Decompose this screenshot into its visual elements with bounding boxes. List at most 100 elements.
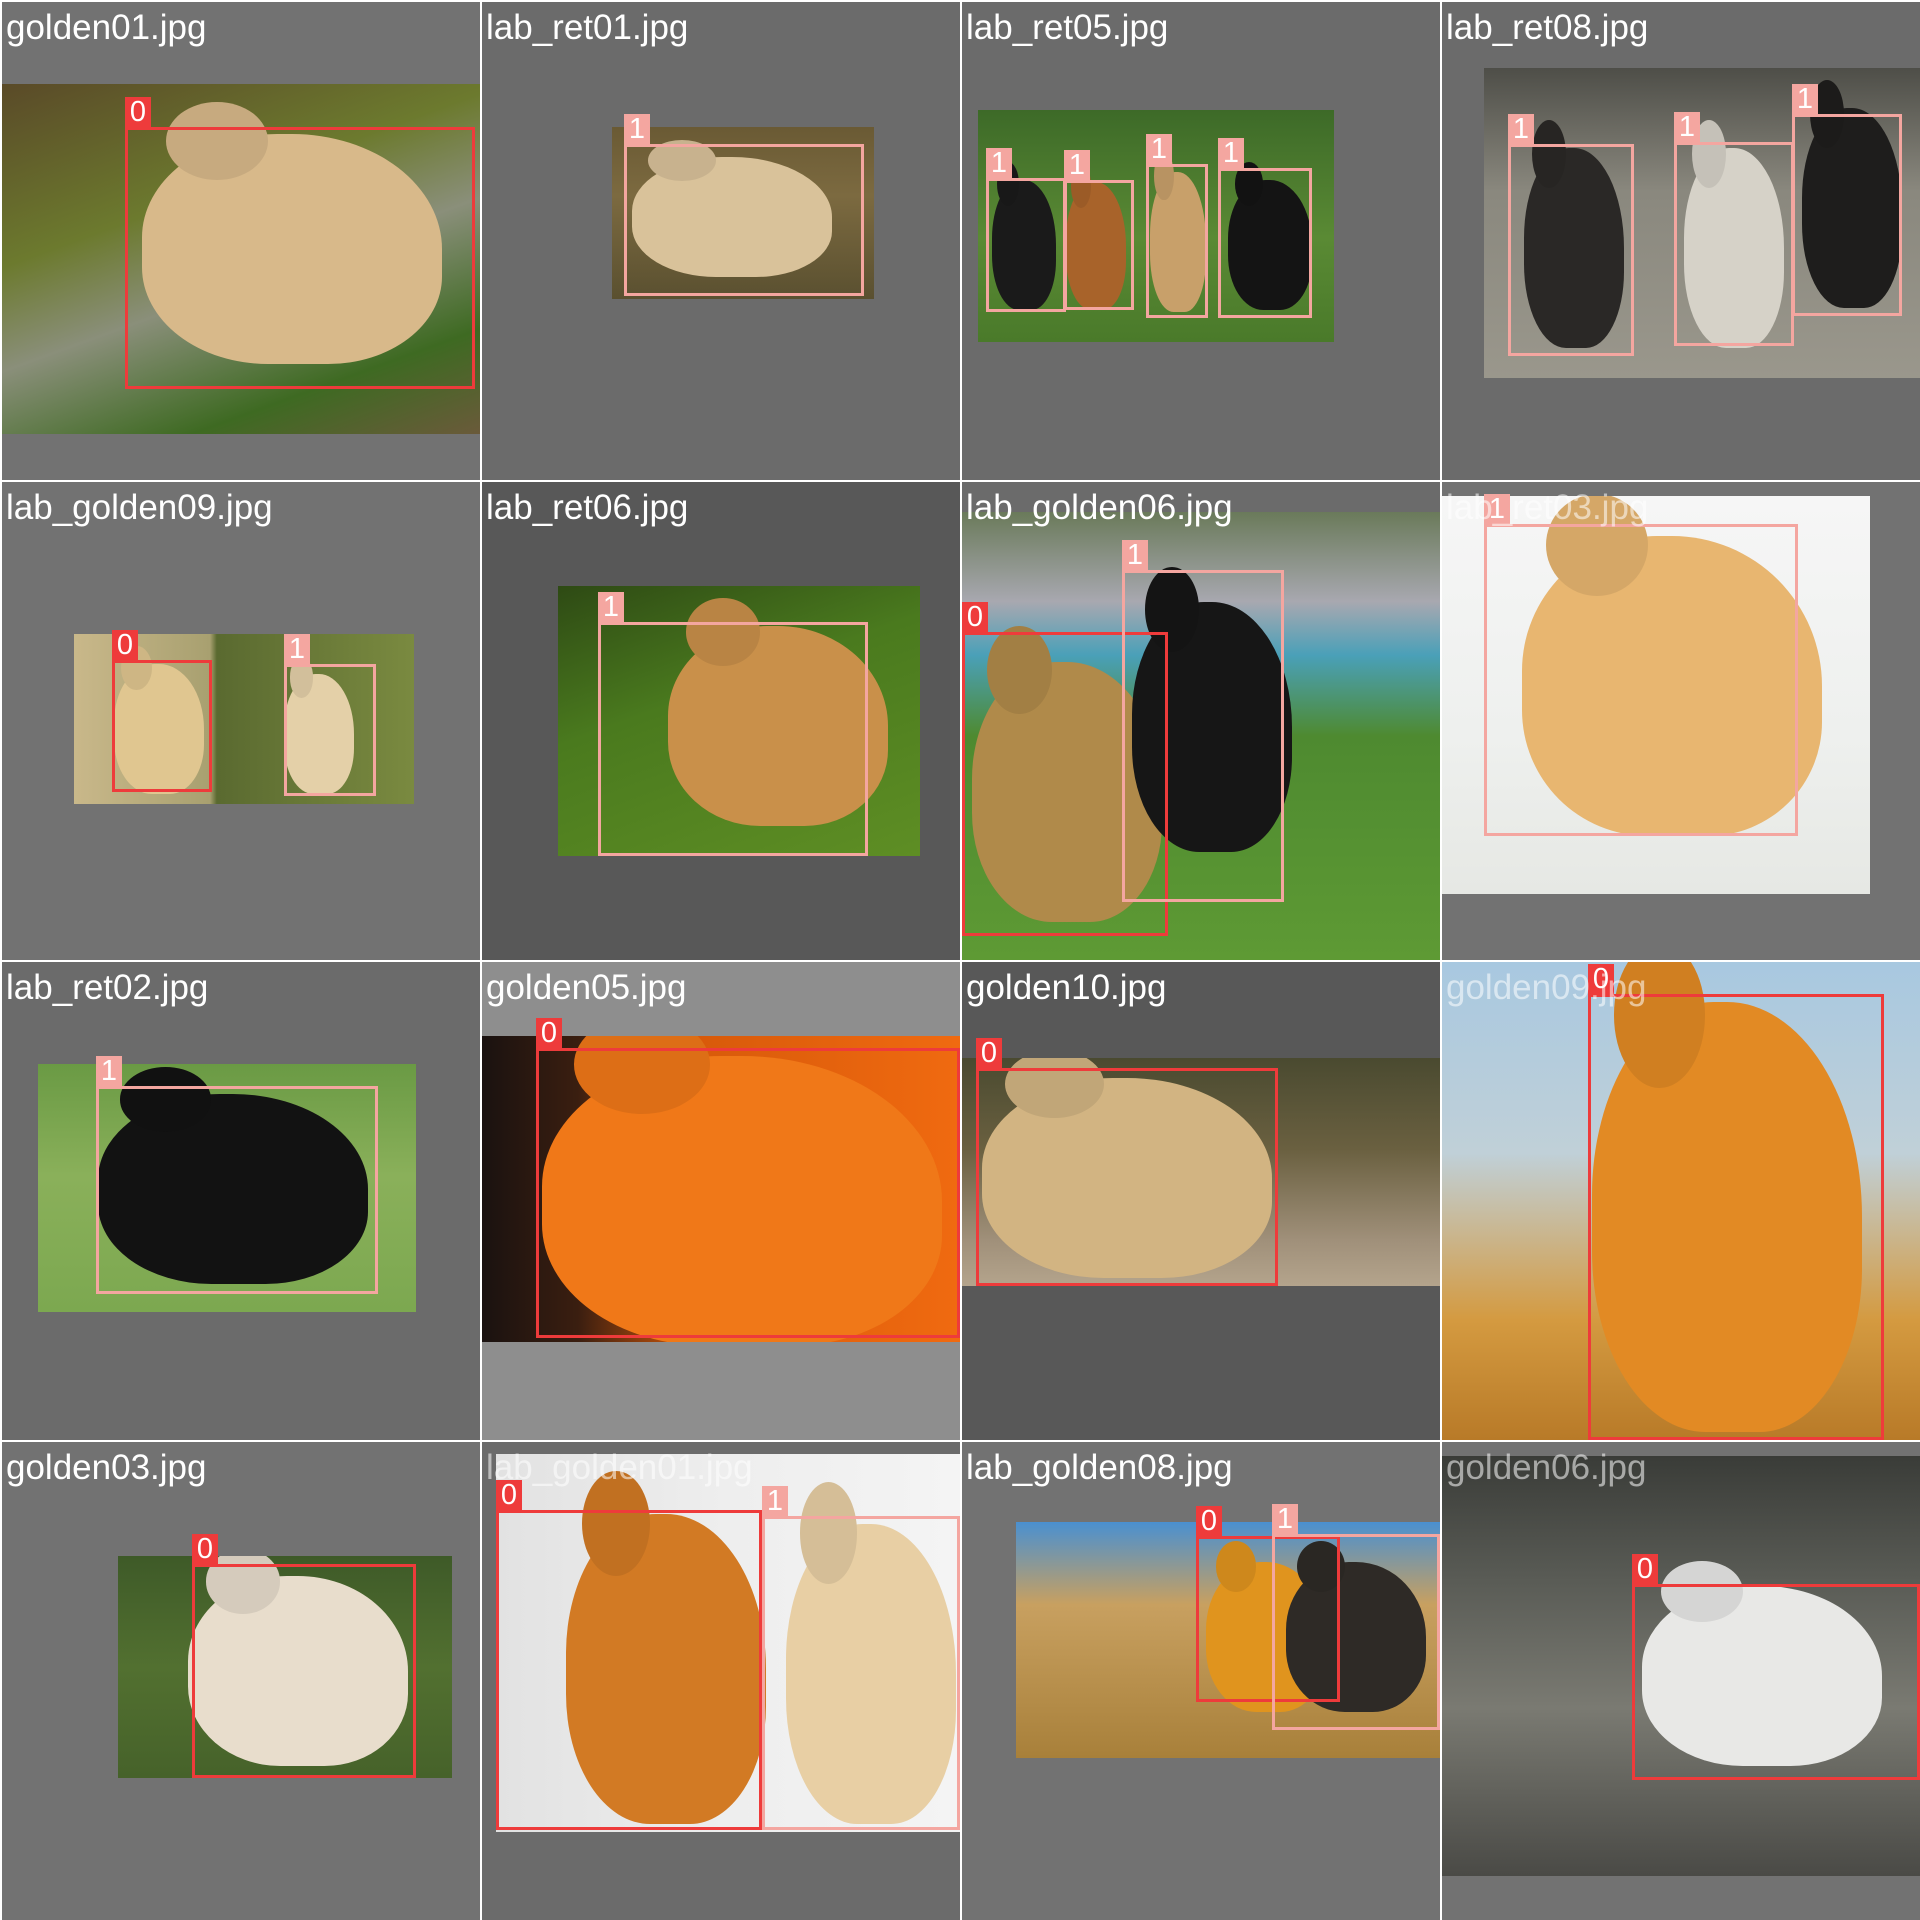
class-label: 1 [762, 1486, 788, 1516]
bounding-box: 1 [1122, 540, 1284, 902]
mosaic-tile: 0 1 lab_golden01.jpg [482, 1442, 960, 1920]
bounding-box: 1 [624, 114, 864, 296]
golden-dog-shape [566, 1514, 766, 1824]
bounding-box: 0 [1196, 1506, 1340, 1702]
black-lab-shape [1132, 602, 1292, 852]
mosaic-tile: 1 lab_ret01.jpg [482, 2, 960, 480]
class-label: 1 [1146, 134, 1172, 164]
dog-photo [1442, 1456, 1920, 1876]
bounding-box: 0 [976, 1038, 1278, 1286]
image-filename: lab_ret01.jpg [486, 8, 689, 47]
dog-photo [1484, 68, 1920, 378]
bounding-box: 1 [762, 1486, 960, 1830]
golden-dog-shape [114, 664, 204, 794]
bounding-box: 1 [1792, 84, 1902, 316]
dog-photo [1016, 1522, 1440, 1758]
bounding-box: 0 [125, 97, 475, 389]
bounding-box: 1 [284, 634, 376, 796]
class-label: 0 [976, 1038, 1002, 1068]
dog-photo [558, 586, 920, 856]
class-label: 1 [96, 1056, 122, 1086]
bounding-box: 1 [96, 1056, 378, 1294]
golden-dog-shape [188, 1576, 408, 1766]
class-label: 1 [1122, 540, 1148, 570]
lab-dog-shape [632, 157, 832, 277]
image-filename: golden06.jpg [1446, 1448, 1647, 1487]
bounding-box: 1 [1674, 112, 1794, 346]
class-label: 1 [598, 592, 624, 622]
class-label: 0 [1632, 1554, 1658, 1584]
bounding-box: 1 [1508, 114, 1634, 356]
class-label: 0 [496, 1480, 522, 1510]
black-lab-shape [1286, 1562, 1426, 1712]
yellow-lab-shape [1684, 148, 1784, 348]
class-label: 0 [1196, 1506, 1222, 1536]
bounding-box: 0 [192, 1534, 416, 1778]
dog-photo [962, 512, 1440, 960]
dog-photo [1442, 496, 1870, 894]
black-lab-shape [992, 180, 1056, 310]
bounding-box: 0 [536, 1018, 960, 1338]
dog-photo [118, 1556, 452, 1778]
black-lab-shape [98, 1094, 368, 1284]
dog-photo [482, 1036, 960, 1342]
lab-dog-shape [786, 1524, 956, 1824]
bounding-box: 0 [112, 630, 212, 792]
mosaic-tile: 0 1 lab_golden06.jpg [962, 482, 1440, 960]
mosaic-tile: 1 1 1 1 lab_ret05.jpg [962, 2, 1440, 480]
image-filename: golden03.jpg [6, 1448, 207, 1487]
mosaic-tile: 0 golden05.jpg [482, 962, 960, 1440]
golden-dog-shape [1592, 1002, 1862, 1432]
class-label: 1 [1674, 112, 1700, 142]
class-label: 0 [125, 97, 151, 127]
bounding-box: 0 [962, 602, 1168, 936]
class-label: 1 [284, 634, 310, 664]
image-filename: lab_ret08.jpg [1446, 8, 1649, 47]
class-label: 1 [624, 114, 650, 144]
bounding-box: 1 [1484, 494, 1798, 836]
mosaic-tile: 0 golden10.jpg [962, 962, 1440, 1440]
bounding-box: 1 [1272, 1504, 1440, 1730]
mosaic-tile: 0 golden01.jpg [2, 2, 480, 480]
dog-photo [496, 1454, 960, 1832]
lab-dog-shape [1522, 536, 1822, 836]
mosaic-tile: 0 1 lab_golden08.jpg [962, 1442, 1440, 1920]
mosaic-tile: 0 golden09.jpg [1442, 962, 1920, 1440]
golden-dog-shape [972, 662, 1162, 922]
class-label: 1 [1272, 1504, 1298, 1534]
mosaic-tile: 1 lab_ret06.jpg [482, 482, 960, 960]
yellow-lab-shape [1150, 172, 1206, 312]
golden-dog-shape [982, 1078, 1272, 1278]
mosaic-tile: 1 1 1 lab_ret08.jpg [1442, 2, 1920, 480]
golden-dog-shape [142, 134, 442, 364]
mosaic-tile: 0 1 lab_golden09.jpg [2, 482, 480, 960]
bounding-box: 1 [1146, 134, 1208, 318]
dog-photo [962, 1058, 1440, 1286]
mosaic-tile: 1 lab_ret02.jpg [2, 962, 480, 1440]
class-label: 1 [1484, 494, 1510, 524]
bounding-box: 1 [986, 148, 1066, 312]
lab-dog-shape [668, 626, 888, 826]
dog-photo [2, 84, 480, 434]
black-lab-shape [1524, 148, 1624, 348]
lab-dog-shape [284, 674, 354, 794]
class-label: 1 [1064, 150, 1090, 180]
class-label: 0 [112, 630, 138, 660]
class-label: 1 [1792, 84, 1818, 114]
class-label: 0 [192, 1534, 218, 1564]
class-label: 1 [986, 148, 1012, 178]
black-lab-shape [1228, 180, 1312, 310]
golden-dog-shape [542, 1056, 942, 1342]
class-label: 0 [962, 602, 988, 632]
class-label: 1 [1508, 114, 1534, 144]
class-label: 0 [536, 1018, 562, 1048]
image-filename: golden09.jpg [1446, 968, 1647, 1007]
bounding-box: 1 [1064, 150, 1134, 310]
class-label: 0 [1588, 964, 1614, 994]
bounding-box: 0 [1588, 964, 1884, 1440]
image-filename: golden10.jpg [966, 968, 1167, 1007]
mosaic-tile: 0 golden06.jpg [1442, 1442, 1920, 1920]
image-filename: lab_golden08.jpg [966, 1448, 1233, 1487]
black-lab-shape [1802, 108, 1902, 308]
bounding-box: 0 [496, 1480, 762, 1830]
